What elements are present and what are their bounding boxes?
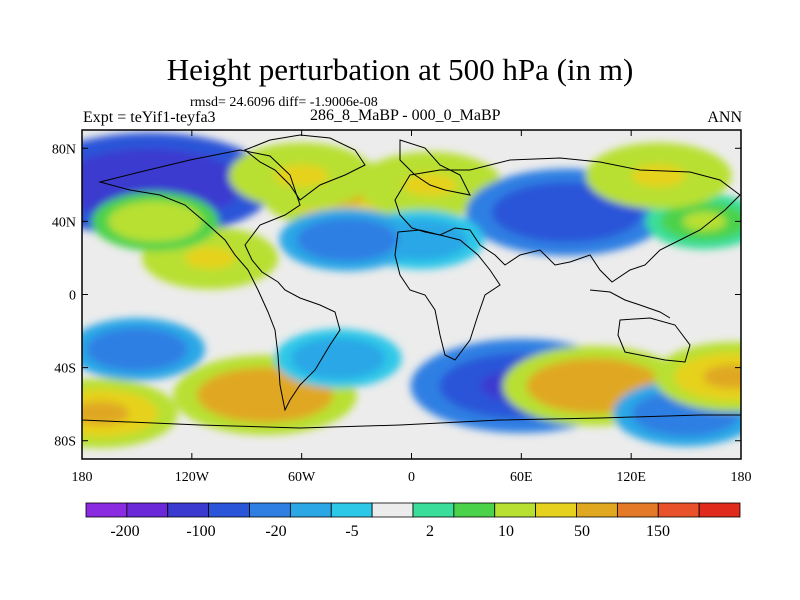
colorbar-label: 2 <box>426 523 434 540</box>
anomaly-high-10-core <box>631 164 686 188</box>
coastline-outline <box>82 134 741 429</box>
anomaly-high-2-core <box>131 211 179 232</box>
anomaly-low-8-core <box>322 228 373 251</box>
lat-label: 80N <box>52 142 76 157</box>
colorbar-label: -5 <box>345 523 358 540</box>
colorbar-swatch <box>85 502 128 518</box>
lon-label: 60E <box>510 470 533 485</box>
perturbation-field <box>82 130 741 459</box>
colorbar-swatch <box>371 502 414 518</box>
colorbar-swatch <box>453 502 496 518</box>
lat-label: 80S <box>54 435 76 450</box>
colorbar-swatch <box>289 502 332 518</box>
stats-label: rmsd= 24.6096 diff= -1.9006e-08 <box>190 95 378 110</box>
anomaly-high-12-core <box>231 381 300 409</box>
colorbar-swatch <box>330 502 373 518</box>
anomaly-low-6-core <box>529 197 605 228</box>
lat-label: 0 <box>69 289 76 304</box>
colorbar-swatch <box>616 502 659 518</box>
colorbar-swatch <box>412 502 455 518</box>
anomaly-low-14-core <box>111 338 163 361</box>
axis-labels: 80N 40N 0 40S 80S 180 120W 60W 0 60E 120E 180 <box>52 142 752 485</box>
colorbar-label: -100 <box>186 523 215 540</box>
experiment-label: Expt = teYif1-teyfa3 <box>83 109 216 126</box>
lon-label: 180 <box>72 470 93 485</box>
anomaly-high-18-core <box>82 401 130 426</box>
colorbar-swatch <box>535 502 577 518</box>
colorbar-swatch <box>657 502 700 518</box>
colorbar-label: -200 <box>110 523 139 540</box>
anomaly-high-17-core <box>703 364 741 389</box>
lat-label: 40N <box>52 215 76 230</box>
anomaly-high-4-core <box>274 164 329 188</box>
colorbar-swatch <box>167 502 210 518</box>
colorbar-label: 50 <box>574 523 590 540</box>
colorbar-swatch <box>698 502 741 518</box>
season-label: ANN <box>707 109 742 126</box>
colorbar-label: 10 <box>498 523 514 540</box>
plot-title: Height perturbation at 500 hPa (in m) <box>166 52 634 87</box>
anomaly-low-15-core <box>314 348 362 369</box>
colorbar-swatch <box>208 502 250 518</box>
lat-label: 40S <box>54 362 76 377</box>
lon-label: 180 <box>731 470 752 485</box>
colorbar-swatch <box>126 502 169 518</box>
colorbar-swatch <box>576 502 618 518</box>
colorbar-swatch <box>494 502 537 518</box>
comparison-label: 286_8_MaBP - 000_0_MaBP <box>310 107 501 124</box>
colorbar: -200 -100 -20 -5 2 10 50 150 <box>85 502 741 540</box>
axis-ticks <box>81 130 742 459</box>
anomaly-high-13-core <box>560 372 629 400</box>
lon-label: 0 <box>408 470 415 485</box>
anomaly-high-1-core <box>184 247 236 269</box>
lon-label: 60W <box>288 470 316 485</box>
colorbar-label: -20 <box>265 523 286 540</box>
anomaly-high-9-core <box>682 211 727 231</box>
colorbar-swatch <box>249 502 291 518</box>
colorbar-label: 150 <box>646 523 670 540</box>
lon-label: 120W <box>175 470 210 485</box>
lon-label: 120E <box>616 470 646 485</box>
